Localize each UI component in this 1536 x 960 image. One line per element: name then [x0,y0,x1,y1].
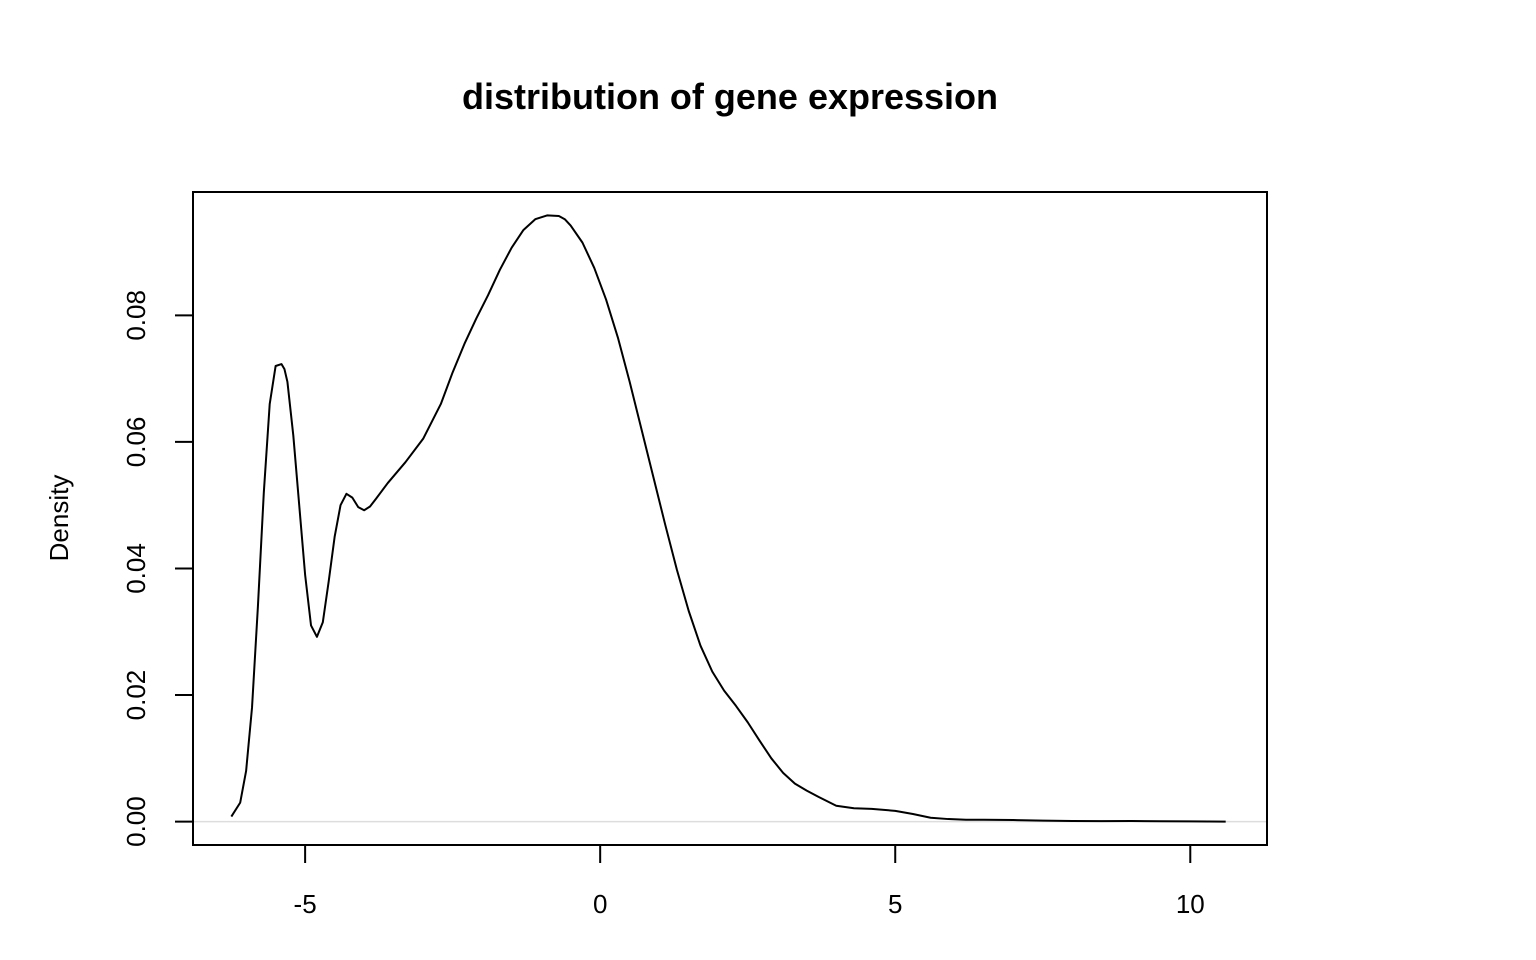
x-axis: -5 0 5 10 [294,845,1205,919]
y-tick-label: 0.08 [121,290,151,341]
y-tick-label: 0.06 [121,417,151,468]
plot-frame [192,191,1268,846]
x-tick-label: -5 [294,889,317,919]
x-tick-label: 10 [1176,889,1205,919]
x-tick-label: 0 [593,889,607,919]
x-tick-label: 5 [888,889,902,919]
y-axis-label: Density [44,475,74,562]
y-tick-label: 0.00 [121,796,151,847]
y-tick-label: 0.04 [121,543,151,594]
density-curve [230,214,1226,823]
y-tick-label: 0.02 [121,670,151,721]
y-axis: 0.00 0.02 0.04 0.06 0.08 [121,290,193,847]
chart-title: distribution of gene expression [462,76,998,117]
